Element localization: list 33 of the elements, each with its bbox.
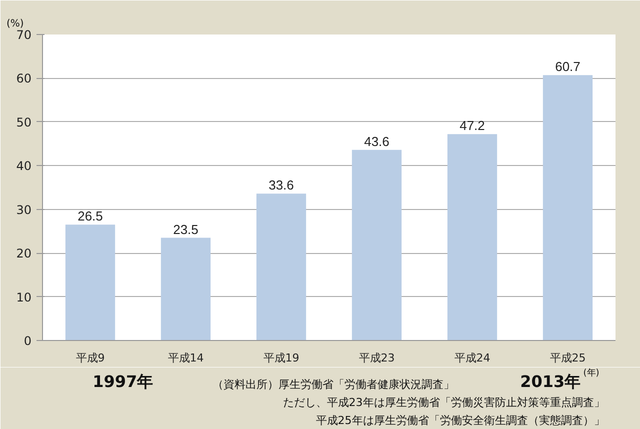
text: （資料出所）厚生労働省「労働者健康状況調査」 <box>212 378 455 391</box>
bar <box>447 134 498 340</box>
x-tick-label: 平成23 <box>358 352 395 364</box>
bar <box>256 194 306 340</box>
x-tick-label: 平成14 <box>168 352 204 364</box>
y-axis-title: (%) <box>6 18 24 30</box>
text: 2013年 <box>520 372 581 391</box>
y-tick-label: 50 <box>16 115 32 130</box>
x-axis-title: (年) <box>583 368 600 378</box>
y-tick-label: 30 <box>16 202 32 217</box>
data-label: 60.7 <box>555 59 580 74</box>
text: 平成25年は厚生労働省「労働安全衛生調査（実態調査）」 <box>316 414 605 427</box>
bar <box>542 75 593 340</box>
text: 1997年 <box>92 372 154 391</box>
data-label: 43.6 <box>364 134 390 149</box>
x-tick-label: 平成25 <box>550 352 586 364</box>
text: ただし、平成23年は厚生労働省「労働災害防止対策等重点調査」 <box>282 396 605 409</box>
y-tick-label: 10 <box>16 290 32 304</box>
y-tick-label: 0 <box>24 334 32 348</box>
y-tick-label: 40 <box>16 159 32 174</box>
data-label: 33.6 <box>268 178 294 193</box>
x-tick-label: 平成19 <box>263 352 300 364</box>
bar <box>65 224 116 340</box>
bar <box>160 238 211 340</box>
data-label: 26.5 <box>78 208 103 224</box>
x-tick-label: 平成24 <box>454 352 490 364</box>
y-tick-label: 70 <box>16 28 32 42</box>
y-tick-label: 20 <box>16 246 32 261</box>
data-label: 47.2 <box>460 118 485 134</box>
bar <box>352 150 402 340</box>
data-label: 23.5 <box>173 222 198 237</box>
y-tick-label: 60 <box>16 72 32 86</box>
x-tick-label: 平成9 <box>76 352 105 364</box>
